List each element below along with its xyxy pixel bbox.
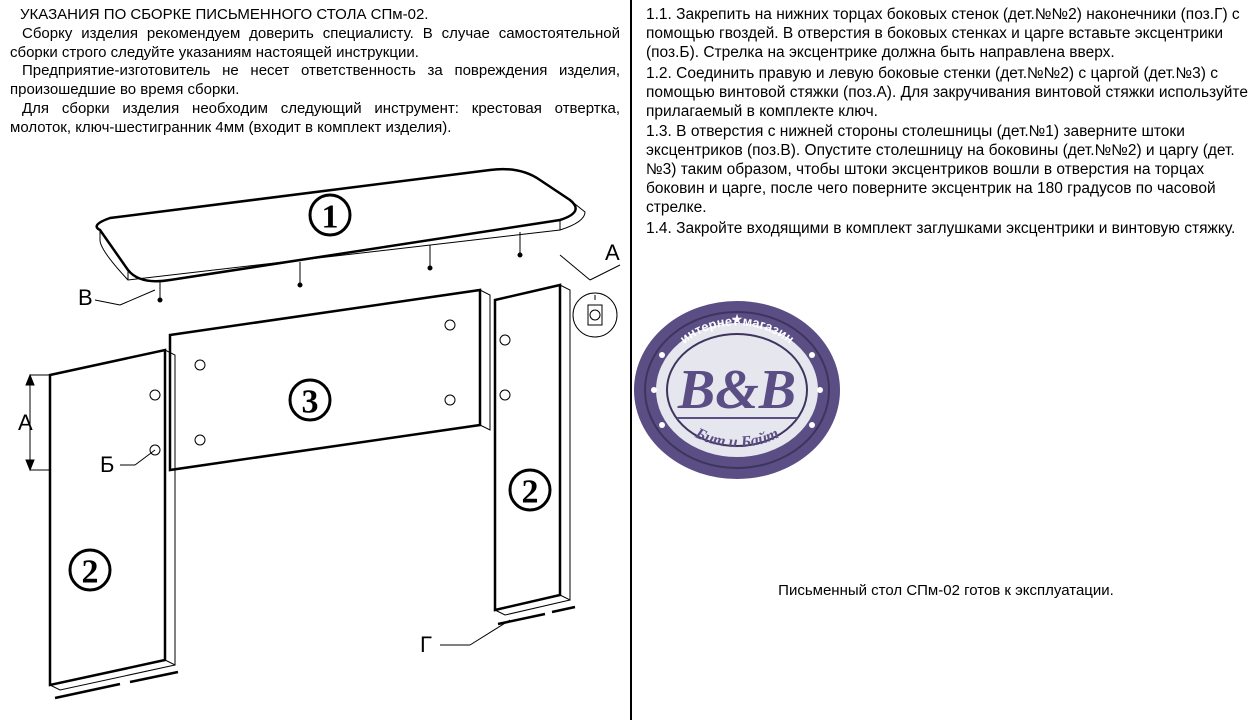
detail-bubble <box>573 293 617 337</box>
intro-block: УКАЗАНИЯ ПО СБОРКЕ ПИСЬМЕННОГО СТОЛА СПм… <box>10 6 620 137</box>
leader-V <box>95 290 155 305</box>
step-num: 1.4. <box>646 220 672 239</box>
svg-text:2: 2 <box>522 474 539 511</box>
intro-p3: Для сборки изделия необходим следующий и… <box>10 100 620 138</box>
label-G: Г <box>420 632 432 657</box>
svg-text:2: 2 <box>82 554 99 591</box>
step-num: 1.1. <box>646 6 672 25</box>
label-A-left: А <box>18 410 33 435</box>
intro-title: УКАЗАНИЯ ПО СБОРКЕ ПИСЬМЕННОГО СТОЛА СПм… <box>10 6 620 25</box>
label-B: Б <box>100 452 114 477</box>
part-right-side <box>495 285 570 615</box>
step-1-3: 1.3. В отверстия с нижней стороны столеш… <box>646 123 1250 218</box>
step-text: В отверстия с нижней стороны столешницы … <box>646 123 1235 216</box>
circled-2-left: 2 <box>70 550 110 591</box>
step-1-1: 1.1. Закрепить на нижних торцах боковых … <box>646 6 1250 63</box>
step-num: 1.2. <box>646 65 672 84</box>
svg-text:3: 3 <box>302 384 319 421</box>
label-V: В <box>78 285 93 310</box>
step-text: Закройте входящими в комплект заглушками… <box>676 220 1235 237</box>
part-left-side <box>50 350 175 690</box>
right-column: 1.1. Закрепить на нижних торцах боковых … <box>630 0 1260 720</box>
part-back-panel <box>170 290 490 470</box>
circled-1: 1 <box>310 195 350 236</box>
store-logo: ★ интернет магазин B&B Бит и Байт <box>632 300 842 485</box>
intro-p1: Сборку изделия рекомендуем доверить спец… <box>10 25 620 63</box>
step-num: 1.3. <box>646 123 672 142</box>
circled-2-right: 2 <box>510 470 550 511</box>
assembly-diagram: 1 2 2 3 А A В Б Г <box>0 140 630 720</box>
step-text: Закрепить на нижних торцах боковых стено… <box>646 6 1240 61</box>
left-column: УКАЗАНИЯ ПО СБОРКЕ ПИСЬМЕННОГО СТОЛА СПм… <box>0 0 630 720</box>
svg-text:1: 1 <box>322 199 339 236</box>
intro-p2: Предприятие-изготовитель не несет ответс… <box>10 62 620 100</box>
steps-block: 1.1. Закрепить на нижних торцах боковых … <box>646 6 1250 239</box>
step-1-4: 1.4. Закройте входящими в комплект заглу… <box>646 220 1250 239</box>
circled-3: 3 <box>290 380 330 421</box>
label-A-top: A <box>605 240 620 265</box>
ready-line: Письменный стол СПм-02 готов к эксплуата… <box>632 582 1260 599</box>
step-text: Соединить правую и левую боковые стенки … <box>646 65 1248 120</box>
step-1-2: 1.2. Соединить правую и левую боковые ст… <box>646 65 1250 122</box>
svg-text:B&B: B&B <box>677 359 796 421</box>
